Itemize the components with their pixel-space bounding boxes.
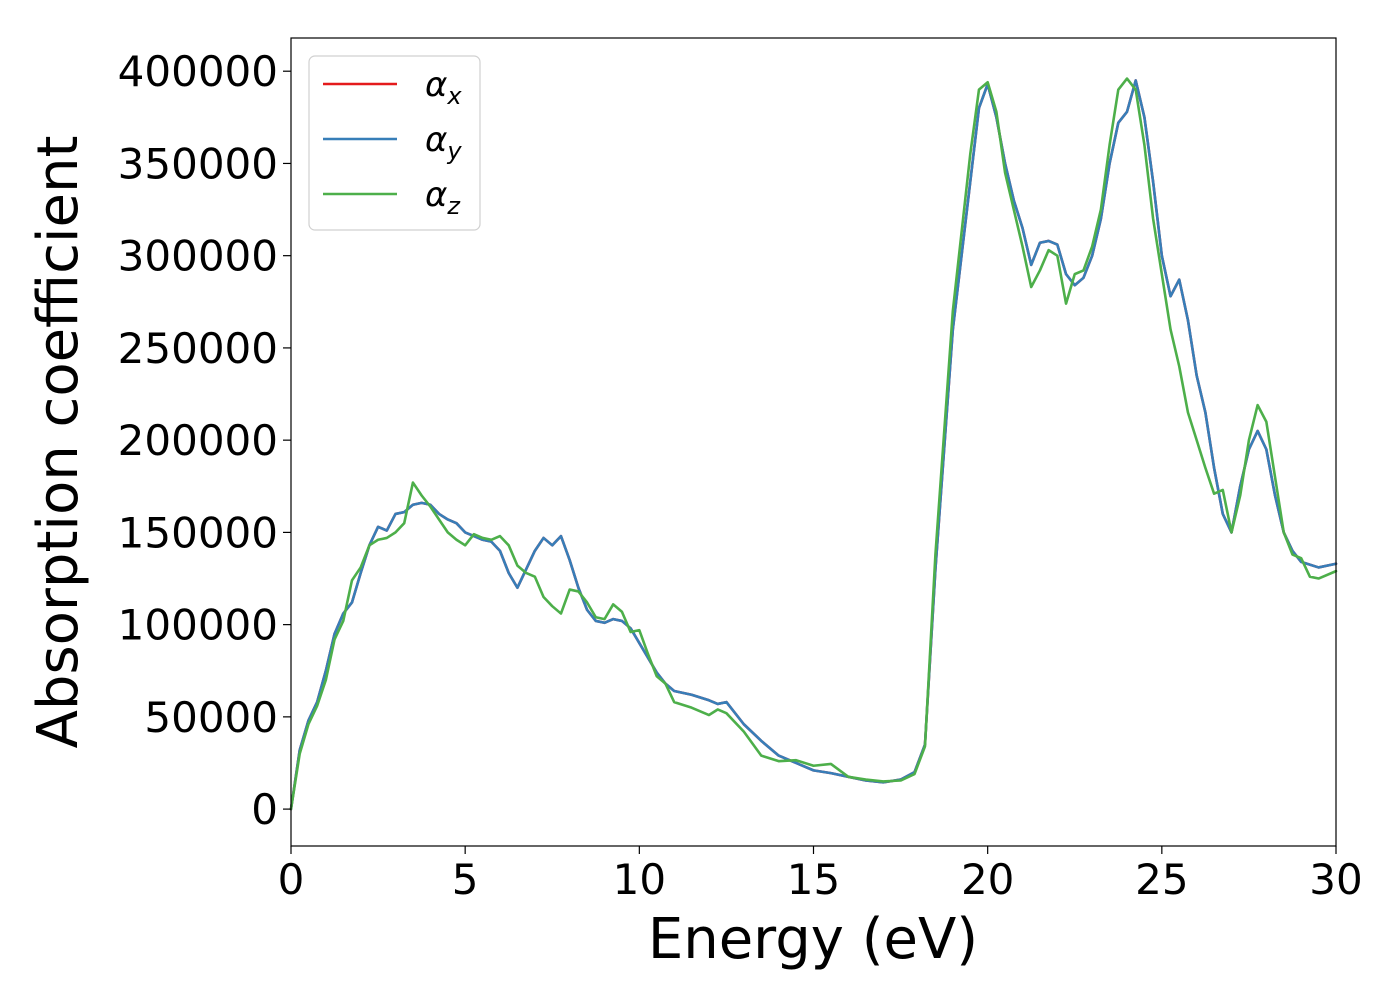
- series-line-y: [289, 79, 1338, 811]
- y-tick-label: 400000: [118, 47, 278, 96]
- y-tick-label: 200000: [118, 416, 278, 465]
- y-axis-label: Absorption coefficient: [26, 136, 91, 749]
- x-tick-label: 20: [961, 855, 1014, 904]
- y-tick-label: 250000: [118, 324, 278, 373]
- y-tick-label: 100000: [118, 601, 278, 650]
- y-tick-label: 0: [251, 785, 278, 834]
- y-tick-label: 50000: [144, 693, 278, 742]
- x-tick-label: 15: [787, 855, 840, 904]
- x-tick-label: 5: [452, 855, 479, 904]
- y-tick-label: 350000: [118, 139, 278, 188]
- legend-label-y: αy: [425, 120, 462, 165]
- legend-box: [308, 55, 481, 231]
- x-axis-label: Energy (eV): [648, 907, 978, 972]
- x-tick-label: 25: [1135, 855, 1188, 904]
- legend-label-x: αx: [425, 65, 462, 110]
- legend: αx αy αz: [308, 55, 481, 231]
- series-line-z: [289, 77, 1338, 811]
- x-axis: 0 5 10 15 20 25 30: [278, 846, 1363, 904]
- x-tick-label: 0: [278, 855, 305, 904]
- legend-label-z: αz: [425, 175, 461, 220]
- x-tick-label: 30: [1309, 855, 1362, 904]
- x-tick-label: 10: [613, 855, 666, 904]
- y-tick-label: 150000: [118, 508, 278, 557]
- y-axis: 0 50000 100000 150000 200000 250000 300000 3500…: [118, 47, 291, 834]
- series-layer: [289, 77, 1338, 811]
- y-tick-label: 300000: [118, 232, 278, 281]
